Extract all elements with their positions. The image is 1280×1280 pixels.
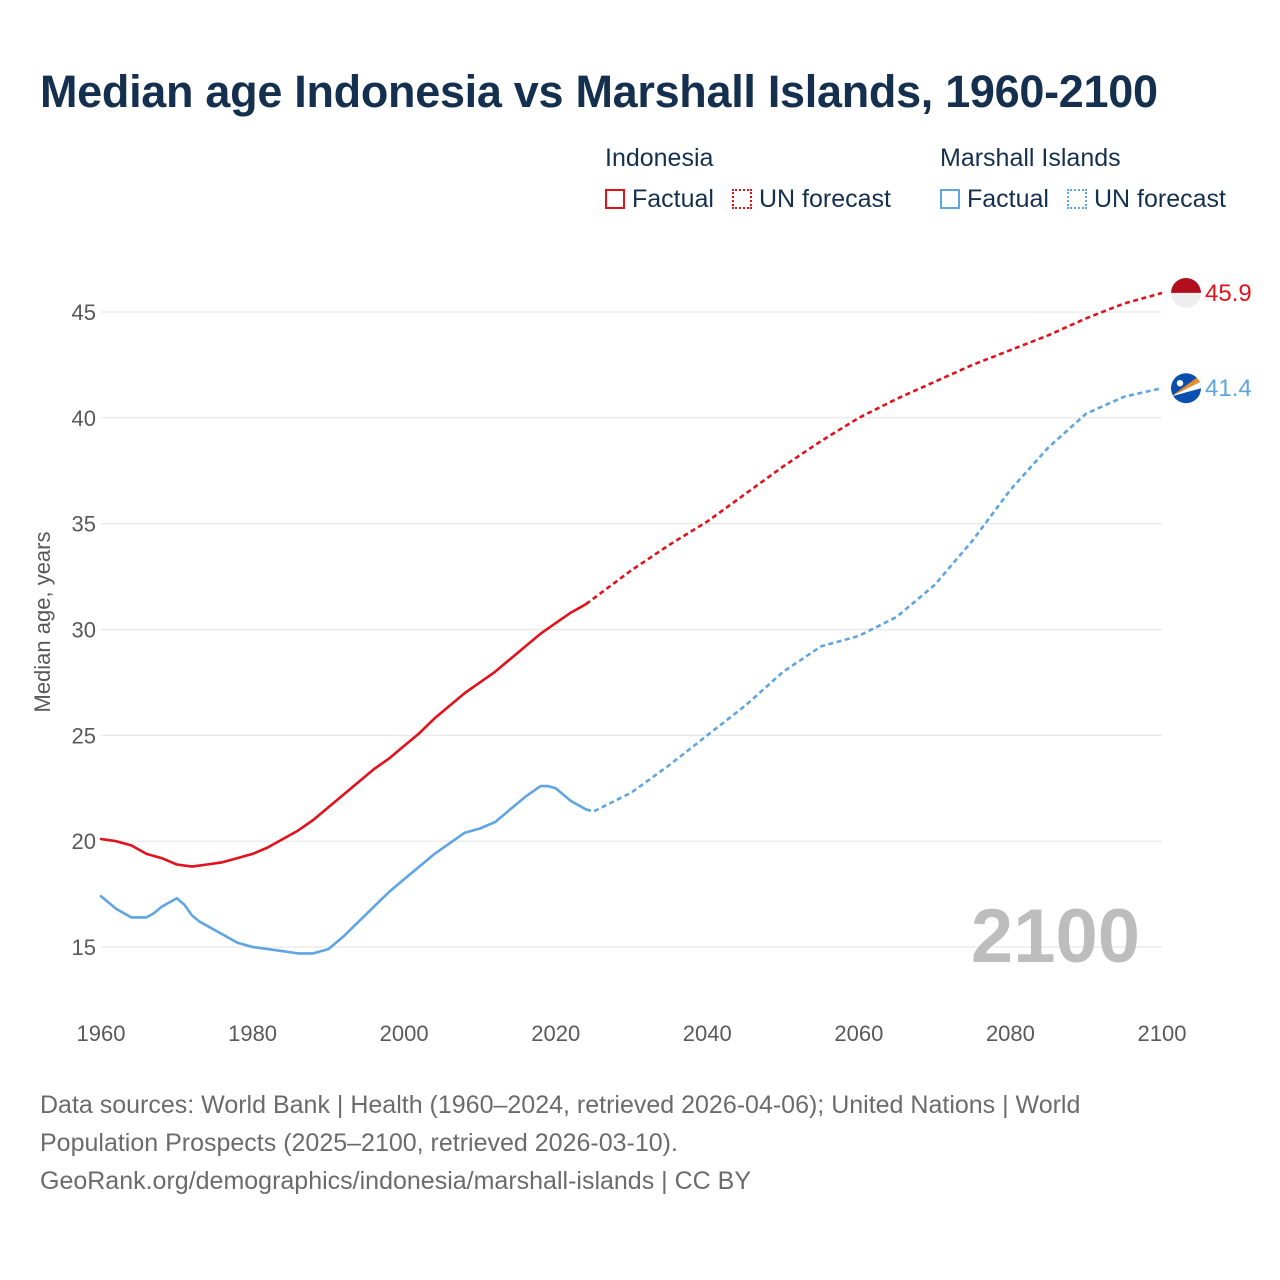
series-line-marshall-islands-forecast[interactable] xyxy=(585,386,1163,813)
chart-title: Median age Indonesia vs Marshall Islands… xyxy=(40,66,1158,117)
y-axis-title: Median age, years xyxy=(30,532,55,713)
legend-item-indonesia-factual[interactable]: Factual xyxy=(605,184,714,214)
y-tick-label: 40 xyxy=(72,406,96,431)
legend-item-indonesia-forecast[interactable]: UN forecast xyxy=(731,184,891,214)
axis-layer: 15 20 25 30 35 40 45 1960 1980 2000 2020 2040 2060 20… xyxy=(72,300,1187,1046)
end-value-label: 45.9 xyxy=(1205,280,1252,307)
y-tick-label: 45 xyxy=(72,300,96,325)
legend-item-marshall-factual[interactable]: Factual xyxy=(940,184,1049,214)
legend-item-marshall-forecast[interactable]: UN forecast xyxy=(1066,184,1226,214)
footer-line[interactable]: GeoRank.org/demographics/indonesia/marsh… xyxy=(40,1167,751,1195)
y-tick-label: 25 xyxy=(72,723,96,748)
legend-swatch-solid xyxy=(940,189,960,209)
x-tick-label: 1960 xyxy=(77,1021,126,1046)
indonesia-flag-icon xyxy=(1171,277,1201,308)
marshall-islands-flag-icon xyxy=(1171,373,1201,404)
end-value-label: 41.4 xyxy=(1205,375,1252,402)
legend-swatch-dotted xyxy=(731,189,752,209)
x-tick-label: 2020 xyxy=(531,1021,580,1046)
series-line-marshall-islands-factual[interactable] xyxy=(99,784,588,955)
y-tick-label: 15 xyxy=(72,935,96,960)
series-line-indonesia-forecast[interactable] xyxy=(585,291,1163,606)
chart-plot: 15 20 25 30 35 40 45 1960 1980 2000 2020 2040 2060 20… xyxy=(30,277,1252,1046)
x-tick-label: 2080 xyxy=(986,1021,1035,1046)
grid-layer xyxy=(101,311,1162,948)
y-tick-label: 30 xyxy=(72,618,96,643)
x-tick-label: 2040 xyxy=(683,1021,732,1046)
legend-label: Factual xyxy=(967,185,1049,213)
legend-swatch-dotted xyxy=(1066,189,1087,209)
series-layer xyxy=(99,291,1163,955)
legend-group-title: Marshall Islands xyxy=(940,144,1121,172)
legend-label: UN forecast xyxy=(758,185,891,213)
footer-line: Population Prospects (2025–2100, retriev… xyxy=(40,1129,678,1157)
footer-line: Data sources: World Bank | Health (1960–… xyxy=(40,1091,1081,1119)
x-tick-label: 1980 xyxy=(228,1021,277,1046)
legend-group-title: Indonesia xyxy=(605,144,714,172)
x-tick-label: 2100 xyxy=(1138,1021,1187,1046)
series-line-indonesia-factual[interactable] xyxy=(99,602,588,868)
legend-label: UN forecast xyxy=(1093,185,1226,213)
y-tick-label: 20 xyxy=(72,829,96,854)
legend-label: Factual xyxy=(632,185,714,213)
legend-group-indonesia: Indonesia Factual UN forecast xyxy=(605,143,891,214)
footer-source-note: Data sources: World Bank | Health (1960–… xyxy=(40,1086,1240,1200)
legend-swatch-solid xyxy=(605,189,625,209)
legend-group-marshall-islands: Marshall Islands Factual UN forecast xyxy=(940,143,1226,214)
x-tick-label: 2000 xyxy=(380,1021,429,1046)
y-tick-label: 35 xyxy=(72,512,96,537)
end-marker-layer: 45.9 41.4 xyxy=(1171,277,1252,404)
x-tick-label: 2060 xyxy=(834,1021,883,1046)
current-year-watermark: 2100 xyxy=(971,894,1140,979)
